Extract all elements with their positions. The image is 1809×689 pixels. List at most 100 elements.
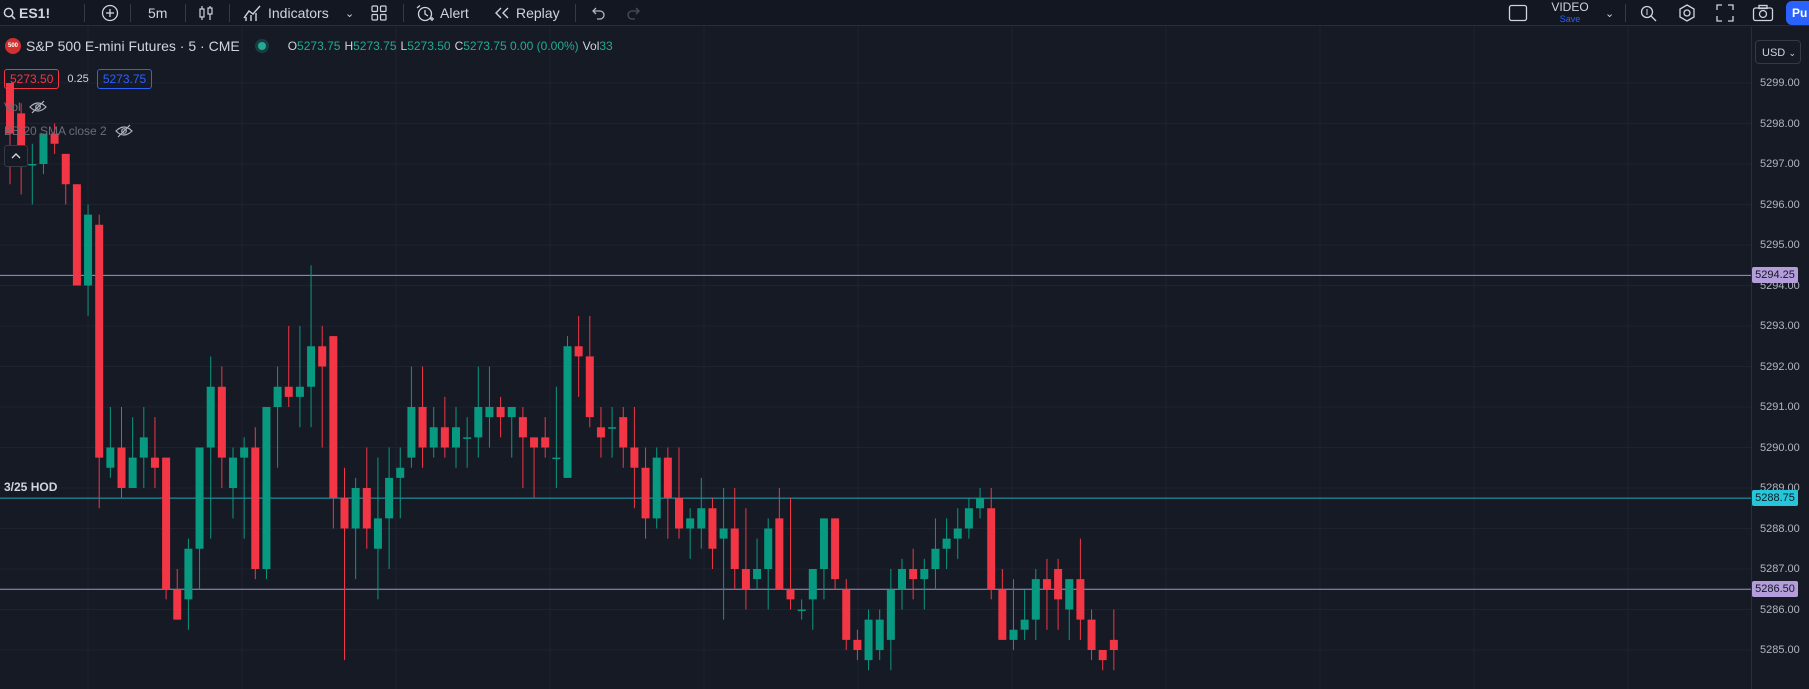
candle [1087, 609, 1096, 661]
candle-body [485, 407, 494, 418]
candle [150, 417, 159, 488]
top-toolbar: ES1! 5m Indicators ⌄ [0, 0, 1809, 26]
candle-body [518, 417, 527, 438]
settings-button[interactable] [1677, 0, 1697, 26]
level-price-tag[interactable]: 5294.25 [1752, 267, 1798, 284]
candle [262, 407, 271, 580]
price-axis[interactable] [1751, 27, 1809, 689]
indicator-row-bollinger[interactable]: BB 20 SMA close 2 [4, 124, 133, 138]
candle-body [976, 498, 985, 509]
candle-body [229, 457, 237, 488]
candle [139, 407, 148, 488]
eye-hidden-icon[interactable] [28, 100, 47, 114]
video-save-label: Save [1559, 14, 1581, 24]
candle [953, 508, 962, 559]
candle [440, 396, 449, 458]
indicators-button[interactable]: Indicators [243, 0, 329, 26]
candle [162, 457, 171, 600]
ohlc-close: C5273.75 0.00 (0.00%) [455, 39, 579, 53]
publish-button[interactable]: Pu [1786, 1, 1809, 25]
candle [84, 204, 93, 316]
candle-body [786, 589, 795, 600]
candle [596, 407, 605, 458]
candle-body [630, 447, 639, 468]
candle-body [808, 569, 817, 600]
snapshot-button[interactable] [1752, 0, 1774, 26]
currency-selector[interactable]: USD ⌄ [1755, 40, 1801, 64]
candle [329, 336, 338, 529]
candle [1109, 609, 1118, 671]
eye-hidden-icon[interactable] [114, 124, 133, 138]
candle-body [1020, 619, 1029, 630]
candle-body [217, 386, 226, 458]
replay-button[interactable]: Replay [494, 0, 560, 26]
indicator-row-volume[interactable]: Vol [4, 100, 47, 114]
ohlc-value: 5273.75 0.00 (0.00%) [463, 39, 579, 53]
toolbar-divider [229, 4, 230, 22]
candle [1009, 579, 1018, 650]
collapse-legend-button[interactable] [4, 145, 28, 167]
chart-type-button[interactable] [197, 0, 215, 26]
undo-button[interactable] [589, 0, 605, 26]
candle [117, 407, 126, 499]
alarm-clock-icon [416, 5, 434, 22]
candle-body [585, 356, 594, 418]
candle [1042, 558, 1051, 630]
candle-body [1031, 579, 1040, 620]
redo-button[interactable] [627, 0, 643, 26]
candle-body [95, 224, 104, 458]
candle-body [574, 346, 583, 357]
symbol-search[interactable]: ES1! [3, 0, 50, 26]
candle [229, 447, 237, 519]
interval-label: 5m [148, 5, 168, 21]
candle [340, 467, 349, 661]
candle-body [663, 457, 672, 499]
candle [396, 447, 405, 519]
candle-body [184, 548, 193, 600]
candle-body [440, 427, 449, 448]
compare-symbol-button[interactable] [100, 0, 120, 26]
redo-icon [627, 7, 640, 20]
fullscreen-icon [1716, 4, 1734, 22]
level-price-tag[interactable]: 5288.75 [1752, 490, 1798, 507]
candle [931, 518, 940, 590]
candle-body [686, 518, 695, 529]
candle-body [61, 153, 70, 185]
symbol-title[interactable]: S&P 500 E-mini Futures · 5 · CME [26, 38, 240, 54]
ohlc-open: O5273.75 [288, 39, 341, 53]
ohlc-volume: Vol33 [583, 39, 613, 53]
candle [608, 407, 617, 458]
video-save-button[interactable]: VIDEO Save [1549, 0, 1591, 26]
currency-label: USD [1762, 47, 1786, 59]
candle-body [173, 589, 182, 620]
candle-body [619, 417, 628, 448]
sell-button[interactable]: 5273.50 [4, 69, 60, 89]
quick-search-button[interactable] [1639, 0, 1659, 26]
alert-button[interactable]: Alert [415, 0, 469, 26]
fullscreen-button[interactable] [1716, 0, 1734, 26]
price-chart[interactable] [0, 27, 1751, 689]
candle [675, 447, 683, 539]
fullscreen-square-button[interactable] [1508, 0, 1528, 26]
candle-body [28, 164, 37, 166]
level-price-tag[interactable]: 5286.50 [1752, 581, 1798, 598]
grid-layout-icon [371, 5, 387, 21]
indicators-dropdown-button[interactable]: ⌄ [345, 0, 354, 26]
interval-button[interactable]: 5m [148, 0, 167, 26]
candle [295, 326, 304, 428]
market-status-icon[interactable] [257, 42, 266, 50]
candle [61, 153, 70, 205]
buy-button[interactable]: 5273.75 [96, 69, 153, 89]
candle [217, 366, 226, 488]
candle-body [139, 437, 148, 458]
layouts-button[interactable] [370, 0, 388, 26]
candle [697, 477, 706, 549]
video-dropdown-button[interactable]: ⌄ [1605, 0, 1614, 26]
candle-body [931, 548, 940, 569]
candle-body [106, 447, 115, 468]
candle [619, 407, 628, 468]
candle-body [1009, 629, 1018, 640]
symbol-logo: 500 [5, 38, 21, 54]
magnifier-spark-icon [1640, 5, 1657, 22]
symbol-legend: 500 S&P 500 E-mini Futures · 5 · CME O52… [5, 37, 613, 55]
